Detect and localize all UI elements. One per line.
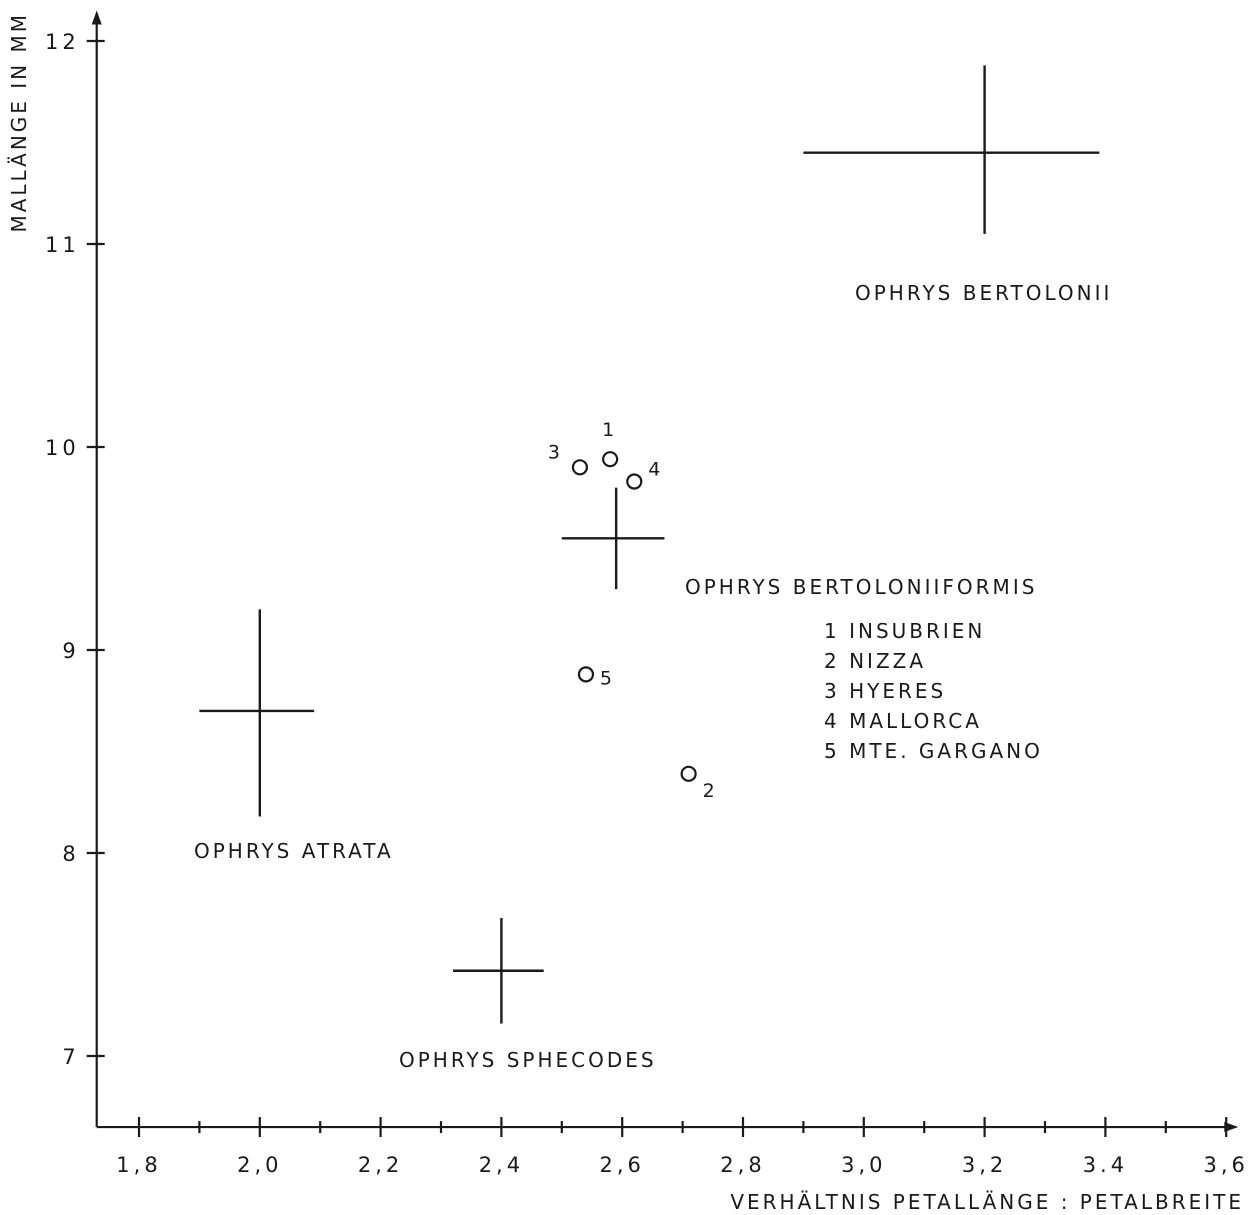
axes (91, 10, 1239, 1133)
legend-entry: 3 HYERES (824, 679, 946, 703)
species-cross (453, 917, 544, 1024)
y-axis-title: MALLÄNGE IN MM (7, 12, 31, 233)
species-label: OPHRYS BERTOLONII (855, 281, 1112, 305)
x-axis-arrow (1224, 1122, 1239, 1133)
x-axis-title: VERHÄLTNIS PETALLÄNGE : PETALBREITE (730, 1190, 1244, 1214)
y-tick-label: 9 (62, 639, 79, 663)
species-label: OPHRYS ATRATA (194, 839, 394, 863)
species-cross (199, 609, 315, 817)
y-tick-label: 10 (45, 436, 80, 460)
x-tick-label: 2,2 (358, 1153, 403, 1177)
data-point (571, 459, 589, 476)
data-point (626, 473, 643, 490)
species-cross (803, 65, 1100, 234)
y-ticks: 7 8 9 10 11 12 (45, 30, 105, 1069)
legend-entry: 2 NIZZA (824, 649, 926, 673)
species-label: OPHRYS SPHECODES (399, 1048, 657, 1072)
x-tick-label: 3,6 (1203, 1153, 1248, 1177)
y-tick-label: 7 (62, 1045, 79, 1069)
x-tick-label: 2,8 (720, 1153, 765, 1177)
data-point-label: 2 (703, 780, 715, 802)
x-tick-label: 3,0 (841, 1153, 886, 1177)
x-tick-label: 3.4 (1083, 1153, 1128, 1177)
x-tick-label: 2,6 (599, 1153, 644, 1177)
y-axis-arrow (91, 10, 102, 25)
data-points: 1 2 3 4 5 (548, 419, 715, 802)
x-tick-label: 2,4 (479, 1153, 524, 1177)
x-tick-label: 3,2 (962, 1153, 1007, 1177)
data-point (602, 451, 619, 468)
legend-entry: 4 MALLORCA (824, 709, 982, 733)
legend-entry: 1 INSUBRIEN (824, 619, 985, 643)
species-cross (561, 487, 665, 590)
data-point-label: 5 (600, 667, 612, 689)
y-tick-label: 12 (45, 30, 80, 54)
x-tick-label: 2,0 (237, 1153, 282, 1177)
data-point-label: 4 (648, 459, 660, 481)
y-tick-label: 11 (45, 233, 80, 257)
x-ticks: 1,8 2,0 2,2 2,4 2,6 2,8 3,0 3,2 3.4 3,6 (116, 1117, 1248, 1177)
legend-entry: 5 MTE. GARGANO (824, 739, 1043, 763)
data-point (577, 666, 595, 683)
x-tick-label: 1,8 (116, 1153, 161, 1177)
legend: 1 INSUBRIEN 2 NIZZA 3 HYERES 4 MALLORCA 5 MT… (824, 619, 1043, 763)
species-label: OPHRYS BERTOLONIIFORMIS (685, 575, 1037, 599)
data-point-label: 1 (602, 419, 614, 441)
species-crosses: OPHRYS BERTOLONII OPHRYS BERTOLONIIFORMIS… (194, 65, 1112, 1072)
data-point (680, 765, 697, 782)
data-point-label: 3 (548, 441, 560, 463)
y-tick-label: 8 (62, 842, 79, 866)
